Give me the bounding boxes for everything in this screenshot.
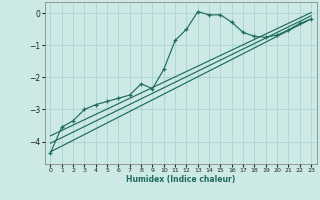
X-axis label: Humidex (Indice chaleur): Humidex (Indice chaleur) (126, 175, 236, 184)
